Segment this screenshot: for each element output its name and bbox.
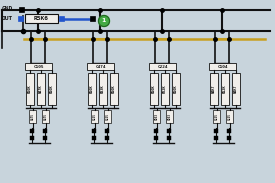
Bar: [29, 110, 36, 123]
Bar: [104, 110, 111, 123]
Bar: [59, 16, 64, 21]
Bar: [153, 110, 160, 123]
Text: R5K6: R5K6: [34, 16, 49, 21]
Bar: [30, 136, 34, 140]
Bar: [37, 73, 45, 105]
Bar: [110, 73, 118, 105]
Bar: [18, 16, 23, 21]
Text: C4T5: C4T5: [43, 113, 48, 120]
Bar: [87, 63, 114, 70]
Bar: [91, 110, 98, 123]
Bar: [48, 73, 56, 105]
Bar: [25, 14, 58, 23]
Text: C225: C225: [227, 113, 232, 120]
Text: GND: GND: [2, 7, 13, 12]
Circle shape: [98, 16, 109, 27]
Text: C105: C105: [33, 64, 44, 68]
Text: R10K: R10K: [28, 85, 32, 93]
Text: C104: C104: [217, 64, 228, 68]
Bar: [105, 129, 109, 133]
Text: R10K: R10K: [152, 85, 156, 93]
Bar: [226, 110, 233, 123]
Bar: [19, 7, 24, 12]
Text: R10K: R10K: [112, 85, 116, 93]
Bar: [209, 63, 236, 70]
Bar: [92, 129, 96, 133]
Bar: [172, 73, 180, 105]
Bar: [43, 129, 47, 133]
Bar: [30, 129, 34, 133]
Text: C224: C224: [157, 64, 168, 68]
Bar: [214, 129, 218, 133]
Text: OUT: OUT: [2, 16, 13, 20]
Text: C225: C225: [214, 113, 219, 120]
Bar: [167, 129, 171, 133]
Bar: [210, 73, 218, 105]
Bar: [161, 73, 169, 105]
Text: R10K: R10K: [174, 85, 178, 93]
Text: 1: 1: [102, 18, 106, 23]
Text: R4K7: R4K7: [212, 85, 216, 93]
Text: C4T5: C4T5: [31, 113, 34, 120]
Bar: [92, 136, 96, 140]
Bar: [232, 73, 240, 105]
Bar: [25, 63, 52, 70]
Bar: [227, 129, 231, 133]
Text: C103: C103: [167, 113, 172, 120]
Bar: [214, 136, 218, 140]
Text: R12K: R12K: [223, 85, 227, 93]
Text: C474: C474: [95, 64, 106, 68]
Bar: [167, 136, 171, 140]
Bar: [105, 136, 109, 140]
Bar: [43, 136, 47, 140]
Bar: [227, 136, 231, 140]
Text: R4K7: R4K7: [234, 85, 238, 93]
Text: C225: C225: [92, 113, 97, 120]
Bar: [99, 73, 107, 105]
Bar: [154, 136, 158, 140]
Bar: [42, 110, 49, 123]
Bar: [166, 110, 173, 123]
Text: R22K: R22K: [163, 85, 167, 93]
Bar: [221, 73, 229, 105]
Bar: [90, 16, 95, 21]
Bar: [88, 73, 96, 105]
Bar: [213, 110, 220, 123]
Bar: [26, 73, 34, 105]
Bar: [154, 129, 158, 133]
Text: R33K: R33K: [101, 85, 105, 93]
Text: C225: C225: [106, 113, 109, 120]
Text: R47K: R47K: [39, 85, 43, 93]
Text: C103: C103: [155, 113, 158, 120]
Text: R10K: R10K: [90, 85, 94, 93]
Text: R10K: R10K: [50, 85, 54, 93]
Bar: [149, 63, 176, 70]
Bar: [150, 73, 158, 105]
